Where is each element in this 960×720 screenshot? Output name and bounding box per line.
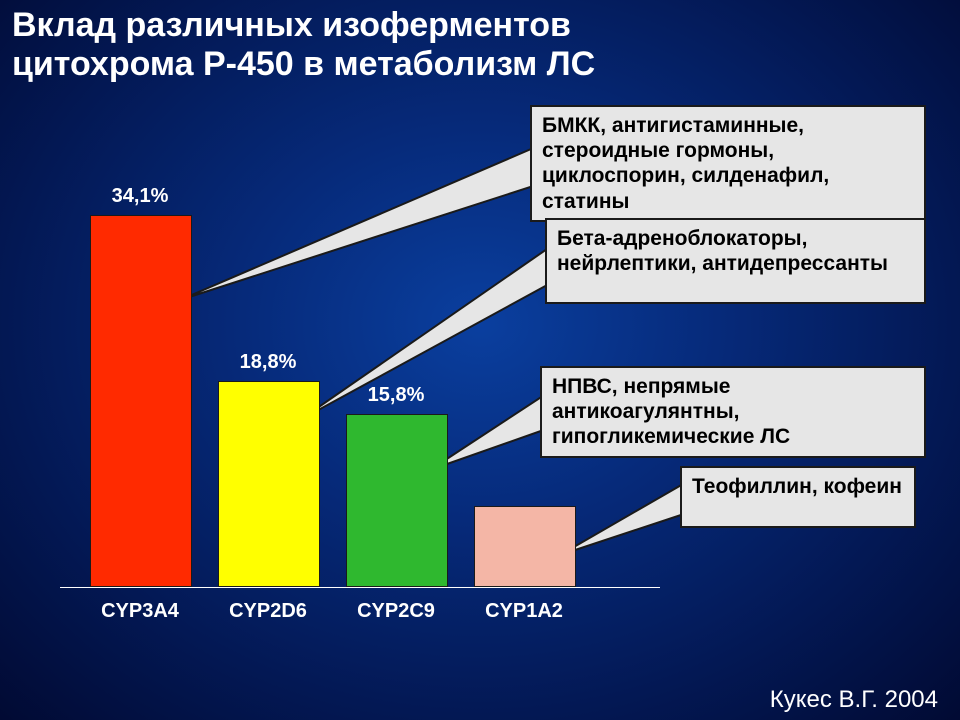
bar-cyp3a4 [90, 215, 192, 587]
bar-value-label: 34,1% [112, 185, 169, 208]
bar-cyp2d6 [218, 381, 320, 587]
slide: Вклад различных изоферментов цитохрома Р… [0, 0, 960, 720]
callout-box: НПВС, непрямые антикоагулянтны, гипоглик… [540, 366, 926, 458]
bar-cyp1a2 [474, 506, 576, 587]
bar-chart [90, 217, 610, 587]
category-label: CYP3A4 [101, 600, 179, 623]
bar-value-label: 15,8% [368, 384, 425, 407]
category-label: CYP2D6 [229, 600, 307, 623]
bar-value-label: 18,8% [240, 351, 297, 374]
callout-box: Теофиллин, кофеин [680, 466, 916, 528]
callout-box: БМКК, антигистаминные, стероидные гормон… [530, 105, 926, 222]
category-label: CYP2C9 [357, 600, 435, 623]
source-citation: Кукес В.Г. 2004 [770, 686, 938, 714]
source-text: Кукес В.Г. 2004 [770, 686, 938, 713]
category-label: CYP1A2 [485, 600, 563, 623]
bar-cyp2c9 [346, 414, 448, 587]
chart-baseline [60, 587, 660, 588]
callout-box: Бета-адреноблокаторы, нейрлептики, антид… [545, 218, 926, 304]
